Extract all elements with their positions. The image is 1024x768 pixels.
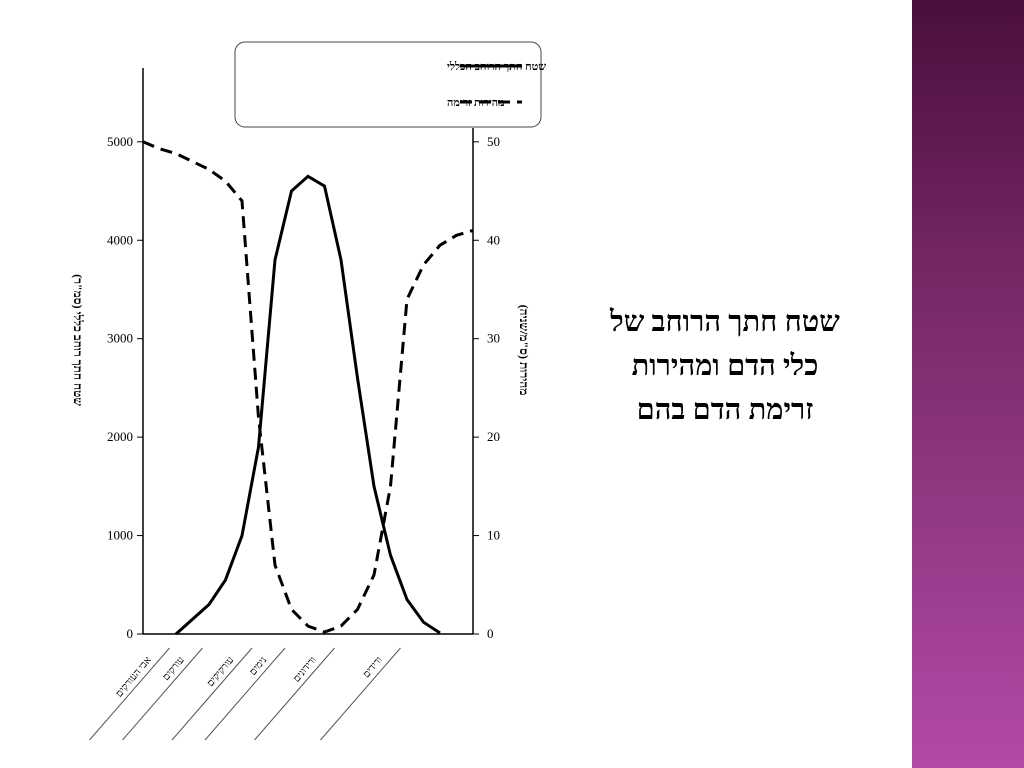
series-line bbox=[142, 140, 474, 634]
y-tick-label: 5000 bbox=[107, 134, 133, 149]
legend-label: מהירות זרימה bbox=[447, 97, 505, 109]
x-tick-label: אבי העורקים bbox=[114, 655, 154, 700]
x-tick-label: ורידונים bbox=[291, 655, 318, 685]
y2-axis-title: מהירות (ס"מ/שניה) bbox=[517, 305, 531, 396]
category-divider bbox=[320, 647, 401, 741]
title-line: כלי הדם ומהירות bbox=[631, 350, 819, 382]
title-line: שטח חתך הרוחב של bbox=[610, 306, 840, 338]
category-divider bbox=[89, 647, 170, 741]
y-tick-label: 3000 bbox=[107, 331, 133, 346]
x-tick-label: נימים bbox=[248, 655, 270, 678]
side-bar bbox=[912, 0, 1024, 768]
category-divider bbox=[171, 647, 253, 741]
y2-tick-label: 10 bbox=[487, 528, 500, 543]
chart: שטח חתך רוחב כללי (סמ"ר) מהירות (ס"מ/שני… bbox=[71, 41, 546, 741]
y-tick-label: 1000 bbox=[107, 528, 133, 543]
y-tick-label: 0 bbox=[127, 626, 134, 641]
legend-label: שטח חתך הרוחב הכללי bbox=[447, 61, 546, 73]
slide-title: שטח חתך הרוחב של כלי הדם ומהירות זרימת ה… bbox=[560, 300, 890, 432]
y2-tick-label: 40 bbox=[487, 232, 500, 247]
series-line bbox=[174, 174, 441, 636]
y-axis-title: שטח חתך רוחב כללי (סמ"ר) bbox=[71, 274, 85, 406]
category-divider bbox=[122, 647, 203, 741]
x-tick-label: עורקים bbox=[161, 655, 187, 683]
title-line: זרימת הדם בהם bbox=[636, 394, 814, 426]
y2-tick-label: 0 bbox=[487, 626, 494, 641]
category-divider bbox=[254, 647, 335, 741]
x-tick-label: ורידים bbox=[361, 655, 385, 680]
y-tick-label: 4000 bbox=[107, 232, 133, 247]
legend-box bbox=[234, 41, 542, 128]
category-divider bbox=[204, 647, 286, 741]
y-tick-label: 2000 bbox=[107, 429, 133, 444]
y2-tick-label: 20 bbox=[487, 429, 500, 444]
y2-tick-label: 30 bbox=[487, 331, 500, 346]
y2-tick-label: 50 bbox=[487, 134, 500, 149]
